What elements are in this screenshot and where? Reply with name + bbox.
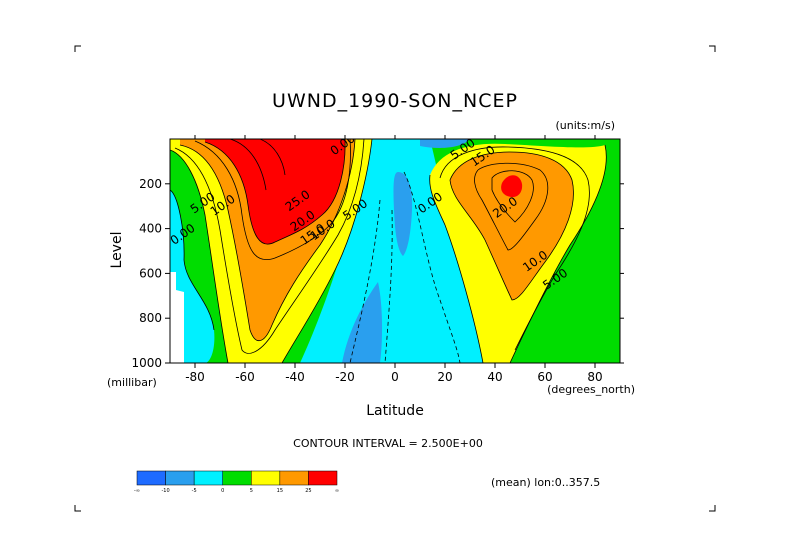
x-tick-label: -60 bbox=[235, 370, 255, 384]
y-tick-label: 200 bbox=[139, 177, 162, 191]
colorbar-tick-label: -5 bbox=[192, 488, 197, 494]
units-label: (units:m/s) bbox=[556, 119, 616, 132]
negative-contours bbox=[349, 171, 461, 363]
x-units-label: (degrees_north) bbox=[547, 383, 635, 396]
x-tick-label: -80 bbox=[185, 370, 205, 384]
colorbar-tick-label: 5 bbox=[250, 488, 253, 494]
mean-label: (mean) lon:0..357.5 bbox=[491, 476, 600, 489]
colorbar-tick-label: -∞ bbox=[134, 488, 140, 494]
region-nh-jet-15 bbox=[450, 152, 574, 300]
region-sh-low-white bbox=[170, 272, 184, 363]
contour-lines bbox=[170, 139, 607, 363]
colorbar-swatch bbox=[193, 470, 223, 486]
contour-interval-label: CONTOUR INTERVAL = 2.500E+00 bbox=[293, 437, 483, 450]
y-tick-label: 600 bbox=[139, 266, 162, 280]
x-tick-label: 40 bbox=[487, 370, 502, 384]
x-axis: -80 -60 -40 -20 0 20 40 60 80 bbox=[185, 135, 603, 384]
colorbar-swatch bbox=[308, 470, 338, 486]
chart-title: UWND_1990-SON_NCEP bbox=[272, 90, 518, 112]
colorbar-tick-label: 15 bbox=[277, 488, 283, 494]
y-units-label: (millibar) bbox=[107, 376, 157, 389]
y-axis-title: Level bbox=[109, 232, 125, 269]
x-tick-label: 60 bbox=[537, 370, 552, 384]
colorbar-swatch bbox=[136, 470, 166, 486]
colorbar: -∞ -10 -5 0 5 15 25 ∞ bbox=[134, 470, 339, 494]
colorbar-swatch bbox=[251, 470, 281, 486]
region-lower-core bbox=[342, 282, 383, 363]
x-tick-label: -40 bbox=[285, 370, 305, 384]
colorbar-swatch bbox=[279, 470, 309, 486]
x-tick-label: 20 bbox=[437, 370, 452, 384]
colorbar-swatch bbox=[222, 470, 252, 486]
colorbar-swatch bbox=[165, 470, 195, 486]
region-tropical-core bbox=[393, 172, 413, 256]
y-tick-label: 400 bbox=[139, 222, 162, 236]
colorbar-tick-label: -10 bbox=[161, 488, 169, 494]
colorbar-tick-label: ∞ bbox=[335, 488, 339, 494]
x-axis-title: Latitude bbox=[366, 403, 424, 419]
crop-marks bbox=[74, 45, 716, 512]
y-tick-label: 1000 bbox=[131, 356, 162, 370]
region-nh-jet-25 bbox=[501, 175, 523, 198]
colorbar-tick-label: 25 bbox=[305, 488, 311, 494]
region-top-easterly bbox=[420, 139, 470, 148]
region-sh-jet-25 bbox=[205, 139, 346, 245]
x-tick-label: 80 bbox=[587, 370, 602, 384]
y-axis: 200 400 600 800 1000 bbox=[131, 177, 624, 370]
y-tick-label: 800 bbox=[139, 311, 162, 325]
colorbar-tick-label: 0 bbox=[221, 488, 224, 494]
x-tick-label: -20 bbox=[335, 370, 355, 384]
x-tick-label: 0 bbox=[391, 370, 399, 384]
